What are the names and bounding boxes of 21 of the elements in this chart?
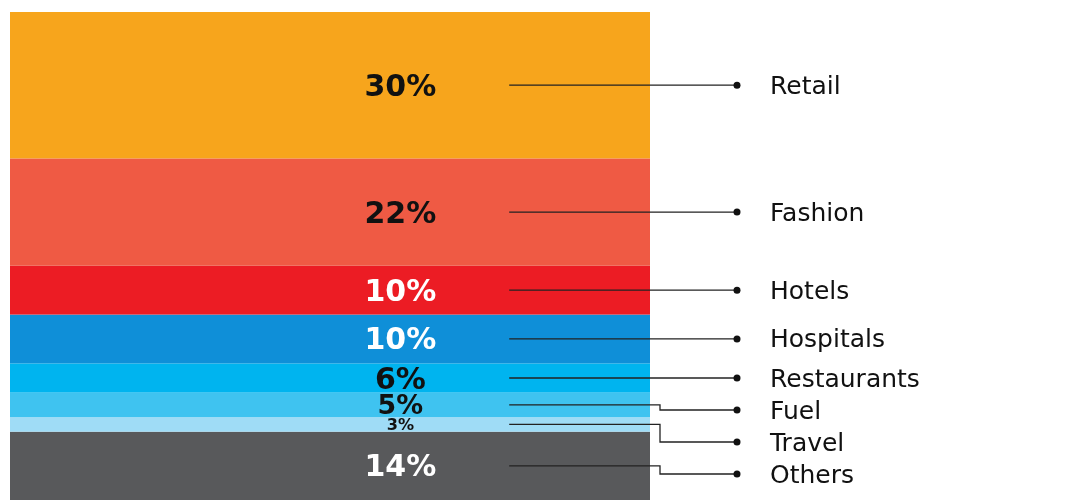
data-label: 22% — [364, 194, 437, 230]
data-label: 14% — [364, 448, 437, 484]
bar — [10, 431, 650, 500]
bar — [10, 158, 650, 266]
bar — [10, 417, 650, 432]
bar — [10, 12, 650, 159]
text: Others — [770, 459, 855, 489]
bar — [10, 392, 650, 418]
text: Restaurants — [770, 363, 920, 393]
data-label: 30% — [364, 67, 437, 103]
text: Travel — [769, 427, 845, 457]
text: Hospitals — [770, 324, 886, 354]
bar — [10, 265, 650, 315]
text: Retail — [770, 70, 841, 100]
bar — [10, 314, 650, 364]
text: Fashion — [770, 197, 865, 227]
text: Hotels — [770, 275, 850, 305]
data-label: 10% — [364, 321, 437, 357]
text: Fuel — [770, 395, 822, 425]
bar — [10, 363, 650, 393]
data-label: 10% — [364, 272, 437, 308]
